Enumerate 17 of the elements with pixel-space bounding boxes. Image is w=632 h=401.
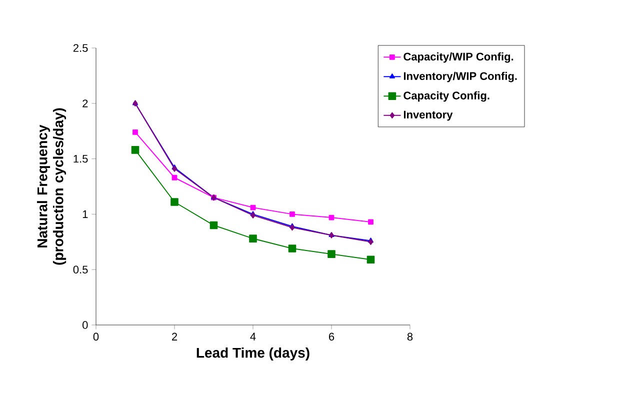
y-tick-label: 2.5: [73, 44, 88, 52]
y-tick-label: 1.5: [74, 154, 88, 163]
x-axis-title: Lead Time (days): [196, 347, 310, 360]
legend-label: Inventory: [404, 110, 453, 121]
y-tick-label: 0: [82, 321, 88, 329]
x-tick-label: 6: [329, 332, 334, 341]
legend-label: Capacity Config.: [404, 91, 490, 102]
x-tick-label: 2: [172, 332, 178, 340]
legend-label: Capacity/WIP Config.: [404, 52, 514, 63]
x-tick-label: 4: [250, 332, 256, 340]
y-tick-label: 2: [82, 100, 88, 108]
x-tick-label: 0: [93, 332, 99, 341]
y-axis-title: Natural Frequency (production cycles/day): [37, 108, 66, 265]
y-tick-label: 1: [82, 210, 88, 218]
x-tick-label: 8: [407, 332, 413, 341]
y-tick-label: 0.5: [73, 266, 88, 274]
legend-label: Inventory/WIP Config.: [404, 72, 517, 82]
